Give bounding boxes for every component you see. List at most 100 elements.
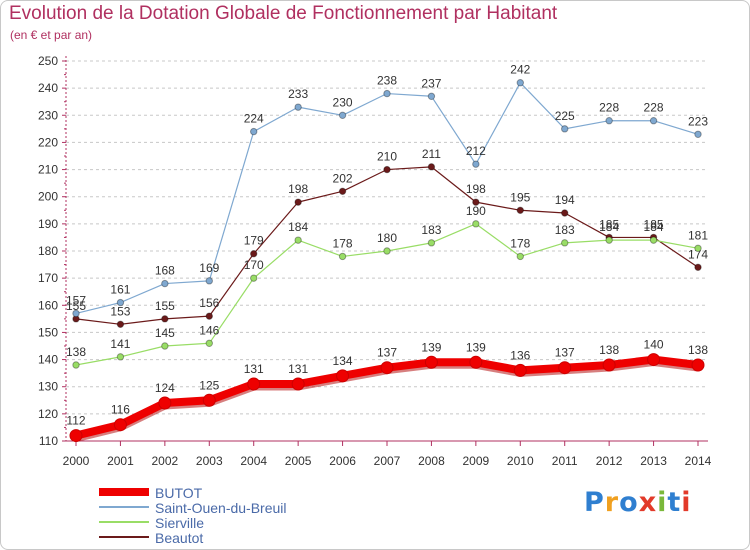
data-label: 138 — [66, 345, 86, 359]
data-point — [561, 209, 569, 217]
data-point — [469, 355, 483, 369]
data-label: 242 — [510, 63, 530, 77]
data-point — [516, 79, 524, 87]
data-point — [513, 363, 527, 377]
data-label: 228 — [644, 101, 664, 115]
legend-label: Sierville — [155, 515, 205, 531]
chart-subtitle: (en € et par an) — [10, 28, 93, 42]
y-tick-label: 140 — [38, 353, 58, 367]
data-point — [116, 320, 125, 328]
data-point — [158, 396, 172, 410]
data-point — [116, 353, 125, 361]
data-point — [427, 239, 436, 247]
data-point — [383, 247, 391, 255]
data-point — [694, 130, 702, 138]
data-label: 155 — [155, 299, 175, 313]
data-label: 178 — [510, 236, 530, 250]
x-tick-label: 2002 — [152, 454, 179, 468]
data-point — [338, 252, 347, 261]
y-tick-label: 220 — [38, 135, 58, 149]
data-label: 125 — [199, 378, 219, 392]
data-point — [694, 244, 702, 252]
data-point — [649, 117, 658, 125]
legend-swatch — [99, 521, 149, 523]
data-label: 140 — [644, 338, 664, 352]
data-point — [161, 279, 169, 288]
proxiti-logo: Proxiti — [584, 487, 692, 518]
data-label: 146 — [199, 323, 219, 337]
data-label: 156 — [199, 296, 219, 310]
legend-swatch — [99, 506, 149, 508]
data-point — [291, 377, 305, 391]
data-label: 134 — [333, 354, 353, 368]
data-point — [250, 250, 258, 258]
data-label: 190 — [466, 204, 486, 218]
data-point — [113, 418, 127, 432]
data-point — [72, 361, 80, 369]
data-label: 202 — [333, 171, 353, 185]
x-tick-label: 2007 — [374, 454, 401, 468]
x-tick-label: 2012 — [596, 454, 623, 468]
data-label: 136 — [510, 348, 530, 362]
data-point — [338, 111, 347, 119]
data-label: 224 — [244, 112, 264, 126]
x-tick-label: 2013 — [640, 454, 667, 468]
data-point — [694, 263, 702, 271]
data-point — [72, 309, 80, 318]
data-label: 137 — [377, 346, 397, 360]
data-label: 131 — [244, 362, 264, 376]
logo-letter: o — [619, 487, 639, 518]
data-point — [427, 163, 436, 171]
data-point — [250, 274, 258, 282]
data-label: 124 — [155, 381, 175, 395]
data-point — [205, 312, 213, 320]
chart-title: Evolution de la Dotation Globale de Fonc… — [9, 3, 558, 24]
data-label: 170 — [244, 258, 264, 272]
data-label: 184 — [644, 220, 664, 234]
x-tick-label: 2008 — [418, 454, 445, 468]
y-tick-label: 110 — [39, 434, 58, 448]
data-label: 230 — [333, 95, 353, 109]
data-point — [516, 252, 524, 261]
data-point — [558, 361, 572, 375]
data-label: 139 — [466, 340, 486, 354]
data-point — [336, 369, 350, 383]
data-label: 211 — [422, 147, 441, 161]
data-label: 195 — [510, 190, 530, 204]
data-point — [383, 89, 391, 98]
data-label: 131 — [288, 362, 308, 376]
data-label: 139 — [421, 340, 441, 354]
legend-swatch — [99, 488, 149, 496]
data-point — [250, 127, 258, 136]
data-label: 157 — [66, 293, 86, 307]
data-label: 194 — [555, 193, 575, 207]
data-point — [205, 277, 213, 285]
data-label: 212 — [466, 144, 486, 158]
data-label: 169 — [199, 261, 219, 275]
data-point — [161, 315, 169, 323]
data-point — [691, 358, 705, 372]
y-tick-label: 240 — [38, 81, 58, 95]
legend-label: BUTOT — [155, 485, 203, 501]
data-point — [294, 236, 302, 244]
data-point — [427, 92, 436, 100]
y-tick-label: 210 — [38, 163, 58, 177]
legend-label: Beautot — [155, 530, 204, 546]
data-label: 112 — [66, 414, 85, 428]
data-label: 168 — [155, 264, 175, 278]
data-point — [602, 358, 616, 372]
data-label: 198 — [466, 182, 486, 196]
data-label: 184 — [599, 220, 619, 234]
data-point — [605, 117, 613, 125]
x-tick-label: 2011 — [552, 454, 578, 468]
data-label: 237 — [421, 76, 441, 90]
data-point — [472, 160, 480, 168]
data-point — [69, 429, 83, 443]
data-point — [383, 165, 391, 174]
logo-letter: x — [638, 487, 658, 518]
data-point — [294, 103, 302, 111]
data-point — [338, 187, 347, 195]
data-label: 185 — [599, 217, 619, 231]
x-tick-label: 2004 — [240, 454, 267, 468]
